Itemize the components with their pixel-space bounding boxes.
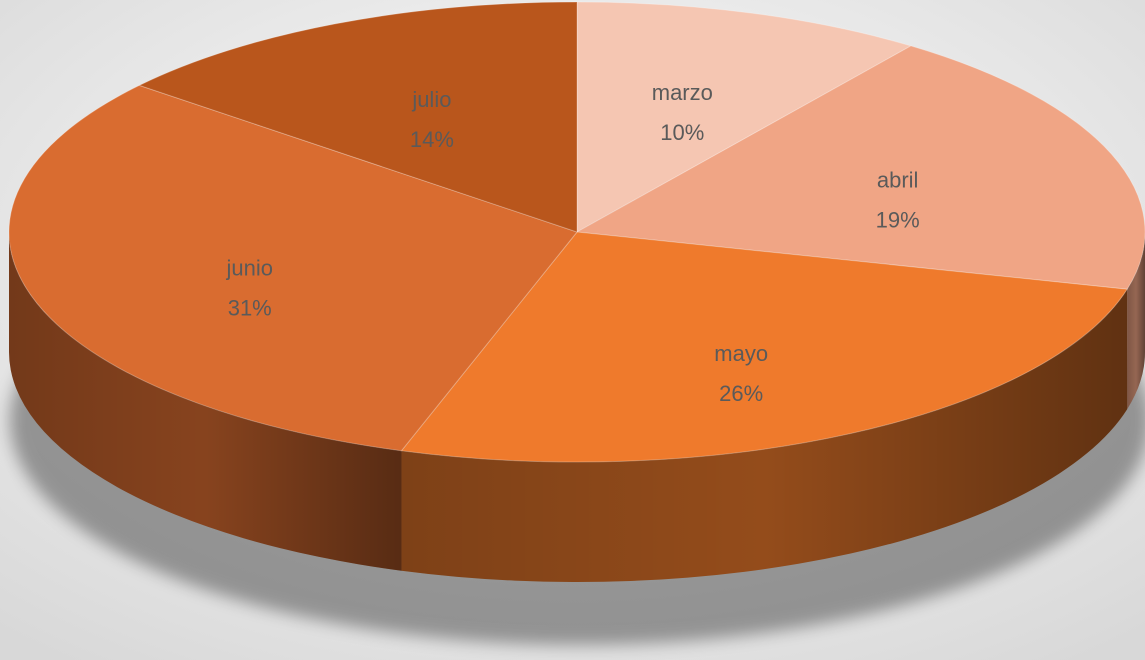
slice-label: julio (411, 87, 451, 112)
slice (400, 231, 1129, 463)
slice-side-shade (401, 289, 1128, 582)
slice-label: marzo (652, 80, 713, 105)
slice-value-label: 19% (876, 208, 920, 233)
slice-side-shade (9, 232, 402, 571)
slice (8, 84, 578, 452)
slice-label: abril (877, 168, 919, 193)
slice-value-label: 26% (719, 381, 763, 406)
slice (575, 45, 1145, 290)
slice-value-label: 10% (660, 120, 704, 145)
slice-label: mayo (714, 341, 768, 366)
slice (576, 1, 913, 233)
slice-value-label: 31% (228, 296, 272, 321)
slice-side-shade (1127, 232, 1145, 410)
slice-value-label: 14% (410, 127, 454, 152)
slice-label: junio (225, 256, 272, 281)
slice (138, 1, 578, 233)
